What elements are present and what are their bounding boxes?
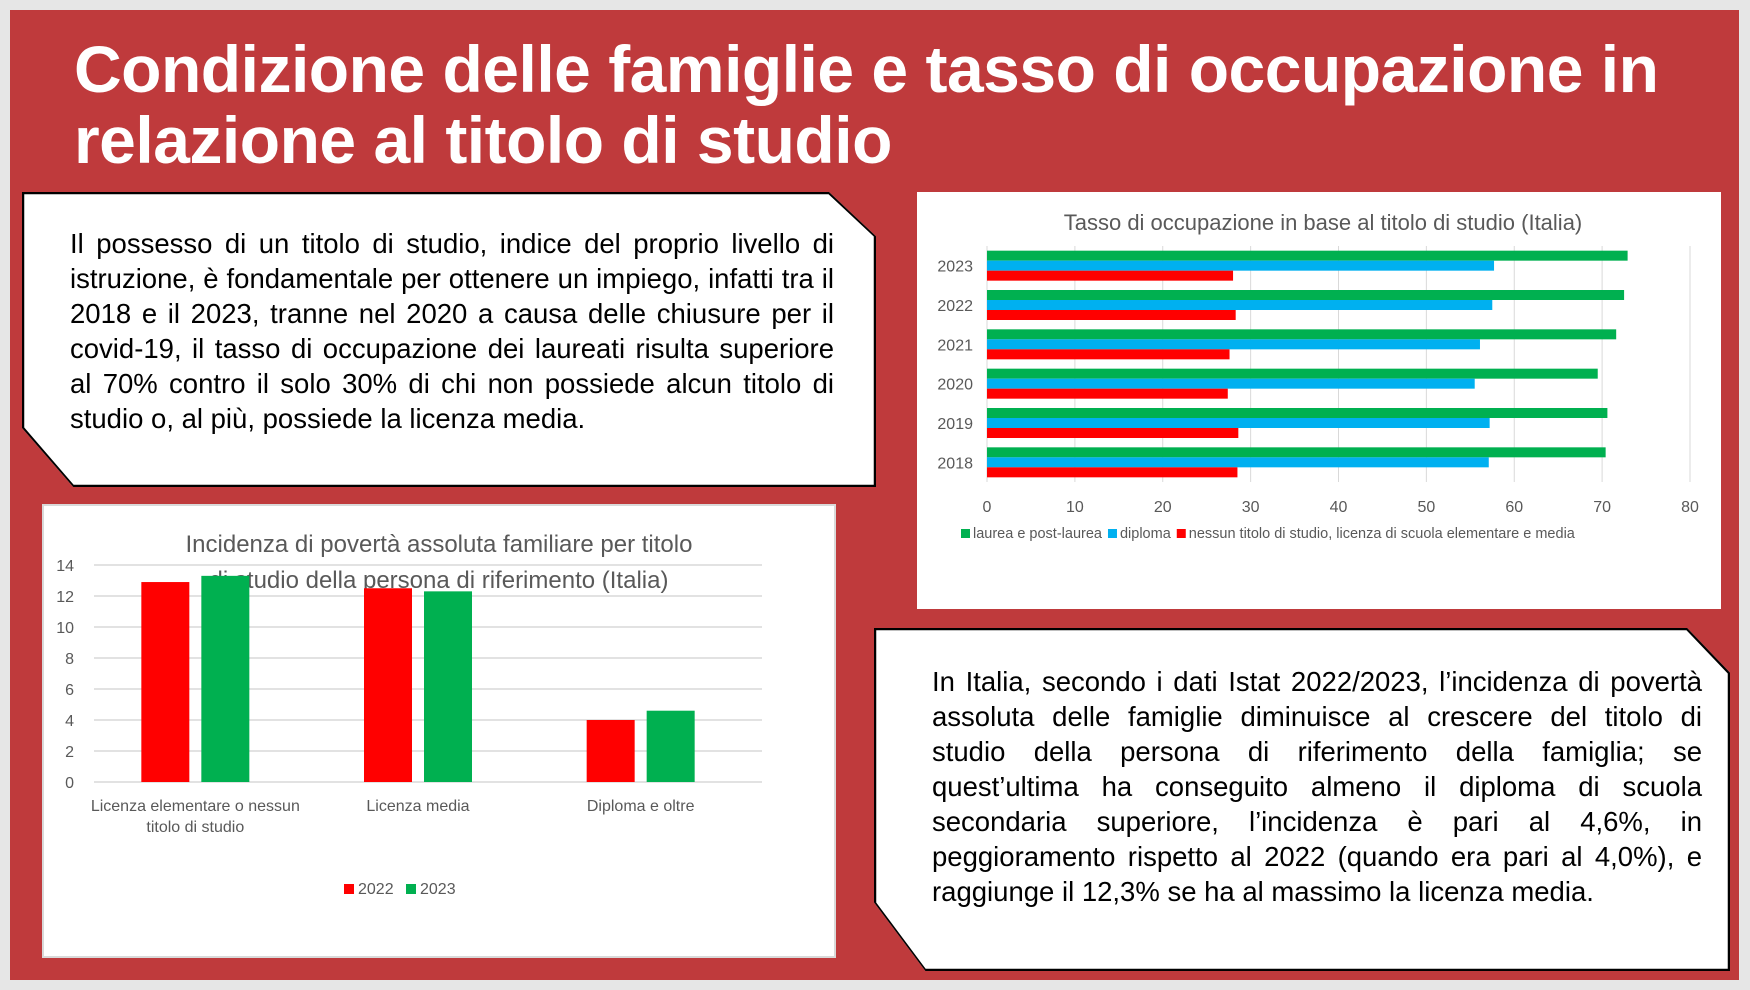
legend-label: nessun titolo di studio, licenza di scuo… xyxy=(1189,526,1576,542)
y-tick-label: 10 xyxy=(56,620,74,637)
bar-nessun xyxy=(987,310,1236,320)
callout-text: Il possesso di un titolo di studio, indi… xyxy=(70,228,834,434)
text-callout-employment: Il possesso di un titolo di studio, indi… xyxy=(22,192,876,487)
bar-2023 xyxy=(201,575,250,782)
x-tick-label: Diploma e oltre xyxy=(587,798,695,815)
y-tick-label: 0 xyxy=(65,775,74,792)
bar-2023 xyxy=(424,591,472,782)
callout-border xyxy=(874,628,1730,971)
bar-laurea xyxy=(987,329,1617,340)
bar-diploma xyxy=(987,339,1480,350)
bar-2023 xyxy=(646,710,695,782)
x-tick-label: 40 xyxy=(1330,499,1348,516)
callout-text: In Italia, secondo i dati Istat 2022/202… xyxy=(932,666,1702,907)
x-tick-label: 70 xyxy=(1593,499,1611,516)
chart-title-line2: di studio della persona di riferimento (… xyxy=(210,567,669,594)
legend-swatch xyxy=(344,884,354,894)
poverty-incidence-chart: Incidenza di povertà assoluta familiare … xyxy=(42,504,836,958)
legend-swatch xyxy=(1107,529,1117,538)
employment-chart-svg: Tasso di occupazione in base al titolo d… xyxy=(937,210,1699,542)
bar-nessun xyxy=(987,428,1239,438)
y-tick-label: 4 xyxy=(65,713,74,730)
legend-label: 2022 xyxy=(358,881,394,898)
employment-rate-chart: Tasso di occupazione in base al titolo d… xyxy=(917,192,1721,609)
bar-diploma xyxy=(987,300,1493,310)
chart-title-line1: Incidenza di povertà assoluta familiare … xyxy=(186,531,693,558)
x-tick-label: 20 xyxy=(1154,499,1172,516)
bar-2022 xyxy=(586,720,635,782)
x-tick-label: Licenza media xyxy=(366,798,469,815)
poverty-chart-svg: Incidenza di povertà assoluta familiare … xyxy=(56,531,762,898)
y-tick-label: 2 xyxy=(65,744,74,761)
y-tick-label: 2018 xyxy=(937,455,973,472)
y-tick-label: 2020 xyxy=(937,377,973,394)
x-tick-label: titolo di studio xyxy=(146,819,244,836)
legend-swatch xyxy=(406,884,416,894)
bar-diploma xyxy=(987,457,1489,468)
chart-title: Tasso di occupazione in base al titolo d… xyxy=(1064,210,1583,235)
x-tick-label: Licenza elementare o nessun xyxy=(91,798,300,815)
bar-laurea xyxy=(987,250,1628,261)
x-tick-label: 0 xyxy=(983,499,992,516)
bar-nessun xyxy=(987,270,1234,281)
page-title: Condizione delle famiglie e tasso di occ… xyxy=(74,32,1659,177)
callout-border xyxy=(22,192,876,487)
legend-swatch xyxy=(961,529,970,538)
y-tick-label: 2021 xyxy=(937,337,973,354)
y-tick-label: 14 xyxy=(56,558,74,575)
bar-laurea xyxy=(987,290,1625,300)
y-tick-label: 6 xyxy=(65,682,74,699)
bar-laurea xyxy=(987,447,1606,458)
bar-2022 xyxy=(141,582,190,782)
slide: Condizione delle famiglie e tasso di occ… xyxy=(10,10,1739,980)
legend-swatch xyxy=(1176,529,1186,538)
text-callout-poverty: In Italia, secondo i dati Istat 2022/202… xyxy=(874,628,1730,971)
bar-nessun xyxy=(987,349,1230,360)
x-tick-label: 50 xyxy=(1417,499,1435,516)
y-tick-label: 12 xyxy=(56,589,74,606)
bar-diploma xyxy=(987,378,1475,389)
x-tick-label: 80 xyxy=(1681,499,1699,516)
bar-diploma xyxy=(987,418,1490,428)
legend-label: 2023 xyxy=(420,881,456,898)
bar-2022 xyxy=(364,588,412,782)
legend-label: laurea e post-laurea xyxy=(973,526,1103,542)
bar-diploma xyxy=(987,260,1495,271)
y-tick-label: 2023 xyxy=(937,259,973,276)
bar-laurea xyxy=(987,408,1608,418)
legend-label: diploma xyxy=(1120,526,1172,542)
bar-laurea xyxy=(987,368,1598,379)
bar-nessun xyxy=(987,467,1238,478)
x-tick-label: 30 xyxy=(1242,499,1260,516)
y-tick-label: 2019 xyxy=(937,416,973,433)
bar-nessun xyxy=(987,388,1228,399)
x-tick-label: 60 xyxy=(1505,499,1523,516)
x-tick-label: 10 xyxy=(1066,499,1084,516)
y-tick-label: 2022 xyxy=(937,298,973,315)
y-tick-label: 8 xyxy=(65,651,74,668)
